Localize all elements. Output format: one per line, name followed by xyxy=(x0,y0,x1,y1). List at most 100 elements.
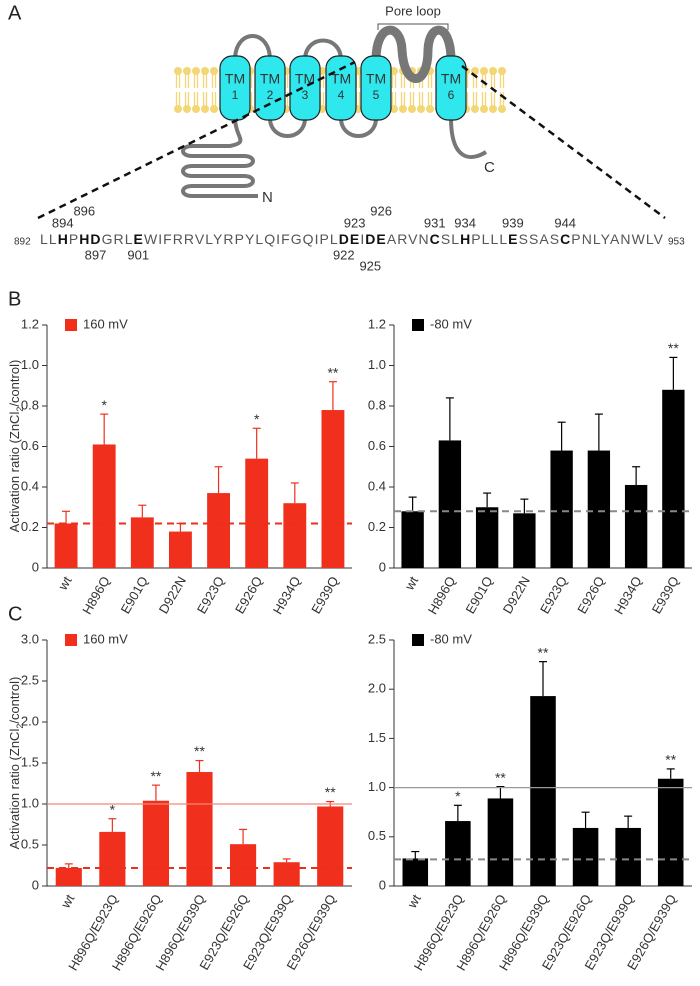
legend-label: 160 mV xyxy=(83,631,128,646)
n-terminus xyxy=(181,117,258,198)
y-tick-label: 0.8 xyxy=(368,397,386,412)
x-tick-label: E939Q xyxy=(649,574,682,617)
bar xyxy=(283,503,307,568)
loop xyxy=(303,38,343,61)
significance-label: ** xyxy=(665,752,676,768)
lipid-head xyxy=(192,67,200,75)
residue-number: 896 xyxy=(73,203,95,218)
sequence-segment: LL xyxy=(40,231,57,247)
residue-number: 931 xyxy=(424,215,446,230)
lipid-head xyxy=(183,67,191,75)
y-tick-label: 0 xyxy=(32,559,39,574)
lipid-head xyxy=(192,105,200,113)
x-tick-label: D922N xyxy=(156,574,189,617)
bar xyxy=(530,696,556,886)
y-tick-label: 0.5 xyxy=(368,828,386,843)
sequence-segment: GRL xyxy=(102,231,133,247)
helix-number: 2 xyxy=(267,88,274,102)
y-tick-label: 0.2 xyxy=(368,519,386,534)
y-label-sub: 2 xyxy=(15,724,25,729)
helix-number: 6 xyxy=(448,88,455,102)
pore-loop xyxy=(371,25,456,83)
helix xyxy=(360,55,392,121)
sequence: LLHPHDGRLEWIFRRVLYRPYLQIFGQIPLDEIDEARVNC… xyxy=(40,231,664,247)
x-tick-label: E923Q xyxy=(194,574,227,617)
significance-label: * xyxy=(254,411,260,427)
bar xyxy=(624,484,648,568)
lipid-head xyxy=(480,67,488,75)
lipid-head xyxy=(390,67,398,75)
y-tick-label: 1.0 xyxy=(21,357,39,372)
x-tick-label: H934Q xyxy=(270,574,304,617)
bar xyxy=(273,862,300,886)
bar xyxy=(513,513,536,568)
bar xyxy=(245,458,269,568)
lipid-head xyxy=(426,105,434,113)
significance-label: ** xyxy=(668,340,679,356)
sequence-segment: E xyxy=(134,231,143,247)
y-label-text: Activation ratio (ZnCl xyxy=(7,729,22,850)
helix-label: TM xyxy=(441,71,461,87)
y-axis-label: Activation ratio (ZnCl2/control) xyxy=(7,677,25,850)
pore-label: Pore loop xyxy=(385,3,441,18)
sequence-segment: H xyxy=(58,231,68,247)
c-terminus xyxy=(449,117,488,159)
sequence-segment: WIFRRVLYRPYLQIFGQIPL xyxy=(144,231,338,247)
lipid-head xyxy=(210,67,218,75)
bar xyxy=(317,806,344,886)
bar xyxy=(487,798,514,886)
lipid-head xyxy=(489,105,497,113)
sequence-segment: PNLYANWLV xyxy=(571,231,663,247)
sequence-segment: H xyxy=(460,231,470,247)
helix-label: TM xyxy=(366,71,386,87)
sequence-segment: ARVN xyxy=(387,231,429,247)
bar xyxy=(321,410,345,568)
bar xyxy=(92,444,116,568)
lipid-head xyxy=(498,105,506,113)
sequence-segment: P xyxy=(69,231,78,247)
x-tick-label: wt xyxy=(55,573,75,593)
lipid-head xyxy=(417,105,425,113)
bar xyxy=(54,523,78,568)
lipid-head xyxy=(183,105,191,113)
panel-letter: B xyxy=(8,288,21,310)
panel-letter: C xyxy=(8,603,22,625)
seq-end: 953 xyxy=(668,237,685,248)
legend-swatch xyxy=(412,634,424,646)
bar xyxy=(438,440,462,568)
sequence-segment: HD xyxy=(79,231,100,247)
y-tick-label: 1.2 xyxy=(368,316,386,331)
significance-label: ** xyxy=(495,769,506,785)
sequence-segment: C xyxy=(560,231,570,247)
sequence-segment: E xyxy=(508,231,517,247)
x-tick-label: E926Q xyxy=(232,574,265,617)
zoom-lines xyxy=(37,60,666,220)
x-tick-label: E926Q xyxy=(574,574,607,617)
bar xyxy=(55,867,82,886)
c-label: C xyxy=(484,159,495,176)
legend-label: 160 mV xyxy=(83,316,128,331)
lipid-head xyxy=(489,67,497,75)
lipid-head xyxy=(210,105,218,113)
y-tick-label: 2.5 xyxy=(21,672,39,687)
residue-number: 923 xyxy=(344,215,366,230)
residue-number: 925 xyxy=(359,258,381,273)
lipid-head xyxy=(471,105,479,113)
helix xyxy=(435,55,467,121)
y-tick-label: 0.2 xyxy=(21,519,39,534)
lipid-head xyxy=(174,105,182,113)
y-axis-label: Activation ratio (ZnCl2/control) xyxy=(7,360,25,533)
residue-number: 926 xyxy=(370,203,392,218)
x-tick-label: wt xyxy=(57,891,77,911)
lipid-head xyxy=(399,105,407,113)
y-tick-label: 0.8 xyxy=(21,397,39,412)
helix-number: 3 xyxy=(302,88,309,102)
significance-label: ** xyxy=(325,784,336,800)
helix-number: 5 xyxy=(373,88,380,102)
bar xyxy=(615,827,641,886)
y-tick-label: 0.4 xyxy=(368,478,386,493)
helix-label: TM xyxy=(295,71,315,87)
y-tick-label: 2.5 xyxy=(368,631,386,646)
